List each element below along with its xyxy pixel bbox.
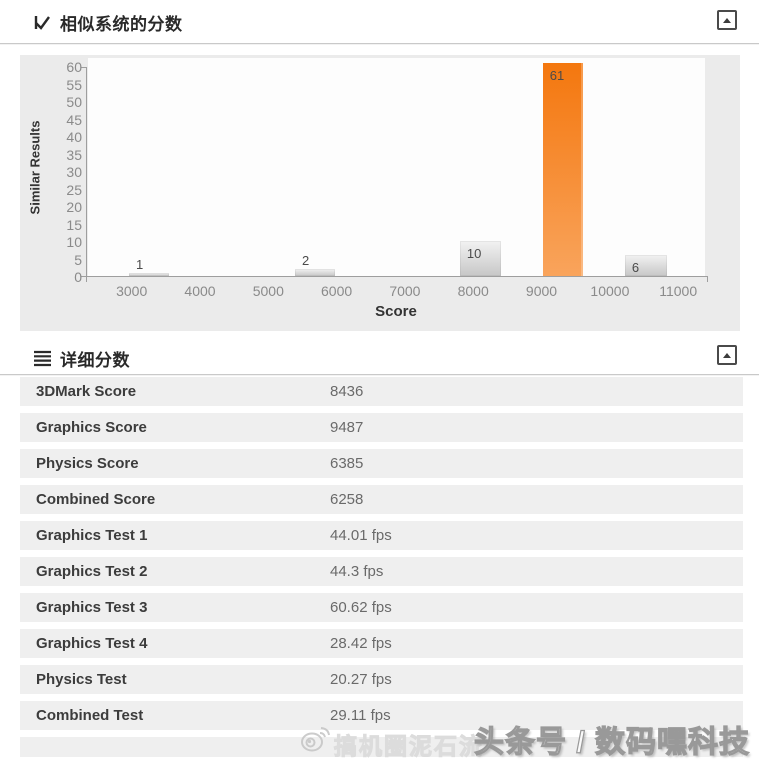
row-label: Graphics Test 3 (36, 599, 148, 616)
x-tick-label: 4000 (184, 283, 216, 299)
row-label: Graphics Test 1 (36, 527, 148, 544)
row-label: 3DMark Score (36, 383, 137, 400)
y-tick-label: 30 (66, 164, 82, 180)
x-tick-label: 11000 (659, 283, 698, 299)
x-axis-end-tick (707, 276, 708, 282)
row-label: Combined Test (36, 707, 144, 724)
triangle-up-icon (723, 352, 731, 358)
row-value: 60.62 fps (330, 599, 392, 616)
row-label: Physics Test (36, 671, 127, 688)
bar-value-label: 1 (136, 256, 144, 272)
y-tick-label: 50 (66, 94, 82, 110)
bar-value-label: 10 (466, 246, 482, 261)
bar-value-label: 2 (302, 253, 310, 268)
table-row: Physics Test 20.27 fps (20, 665, 743, 694)
row-value: 44.01 fps (330, 527, 392, 544)
y-tick-label: 35 (66, 146, 82, 163)
y-tick-label: 0 (74, 269, 82, 285)
x-tick-label: 8000 (457, 283, 489, 299)
collapse-detailed-scores-button[interactable] (717, 345, 737, 365)
x-tick-label: 10000 (590, 283, 630, 299)
x-tick-label: 9000 (525, 283, 558, 299)
y-tick-label: 55 (66, 76, 82, 93)
line-chart-icon (34, 15, 50, 30)
section-divider (0, 43, 759, 44)
list-icon (34, 350, 51, 366)
table-row: Graphics Test 4 28.42 fps (20, 629, 743, 658)
y-tick-label: 60 (66, 59, 82, 75)
section-divider (0, 374, 759, 375)
x-axis-line (81, 276, 708, 277)
weibo-icon (301, 727, 330, 752)
similar-scores-header: 相似系统的分数 (33, 9, 183, 35)
table-row: Physics Score 6385 (20, 449, 743, 478)
row-label: Graphics Test 2 (36, 563, 148, 580)
x-tick-label: 5000 (252, 283, 284, 299)
y-tick-label: 40 (66, 129, 82, 145)
histogram-bar (624, 255, 667, 276)
row-label: Graphics Score (36, 419, 147, 436)
detailed-scores-header: 详细分数 (33, 345, 130, 371)
table-row: 3DMark Score 8436 (20, 377, 743, 406)
row-value: 20.27 fps (330, 671, 392, 688)
x-tick-label: 6000 (321, 283, 353, 299)
x-tick-label: 3000 (116, 283, 148, 299)
histogram-bar (459, 241, 501, 276)
collapse-similar-scores-button[interactable] (717, 10, 737, 30)
y-tick-label: 5 (74, 251, 82, 268)
row-value: 6385 (330, 455, 364, 472)
histogram-bar (295, 269, 335, 276)
histogram-bar (129, 272, 169, 276)
y-axis-label: Similar Results (27, 120, 43, 215)
y-tick-label: 45 (66, 111, 82, 128)
row-value: 44.3 fps (330, 563, 384, 580)
row-value: 8436 (330, 383, 364, 400)
table-row: Graphics Test 3 60.62 fps (20, 593, 743, 622)
watermark-source-text: 搞机圈泥石流 (334, 733, 484, 760)
histogram-bar (542, 62, 583, 276)
y-tick-label: 25 (66, 181, 82, 198)
y-axis-top-tick (81, 67, 86, 68)
y-tick-label: 15 (66, 216, 82, 233)
row-value: 9487 (330, 419, 364, 436)
triangle-up-icon (723, 17, 731, 23)
x-tick-label: 7000 (389, 283, 421, 299)
detailed-scores-title: 详细分数 (60, 350, 130, 370)
row-value: 28.42 fps (330, 635, 392, 652)
y-axis-line (86, 67, 87, 282)
plot-area: 1 2 10 61 6 (81, 58, 708, 282)
bar-value-label: 6 (631, 260, 640, 275)
watermark-channel-text: 头条号 / 数码嘿科技 (473, 725, 751, 759)
row-label: Combined Score (36, 491, 156, 508)
table-row: Combined Score 6258 (20, 485, 743, 514)
similar-scores-title: 相似系统的分数 (60, 14, 183, 34)
x-axis-label: Score (375, 303, 417, 320)
table-row: Graphics Test 2 44.3 fps (20, 557, 743, 586)
row-value: 29.11 fps (330, 707, 391, 724)
table-row: Graphics Score 9487 (20, 413, 743, 442)
table-row-partial (20, 737, 743, 757)
row-label: Graphics Test 4 (36, 635, 148, 652)
y-tick-label: 20 (66, 199, 82, 215)
table-row: Combined Test 29.11 fps (20, 701, 743, 730)
y-tick-label: 10 (66, 234, 82, 250)
similar-scores-chart-panel: Similar Results 1 2 10 61 6 0 5 10 15 20 25 30 35 40… (20, 55, 740, 331)
row-value: 6258 (330, 491, 364, 508)
bar-value-label: 61 (549, 67, 565, 83)
table-row: Graphics Test 1 44.01 fps (20, 521, 743, 550)
row-label: Physics Score (36, 455, 139, 472)
